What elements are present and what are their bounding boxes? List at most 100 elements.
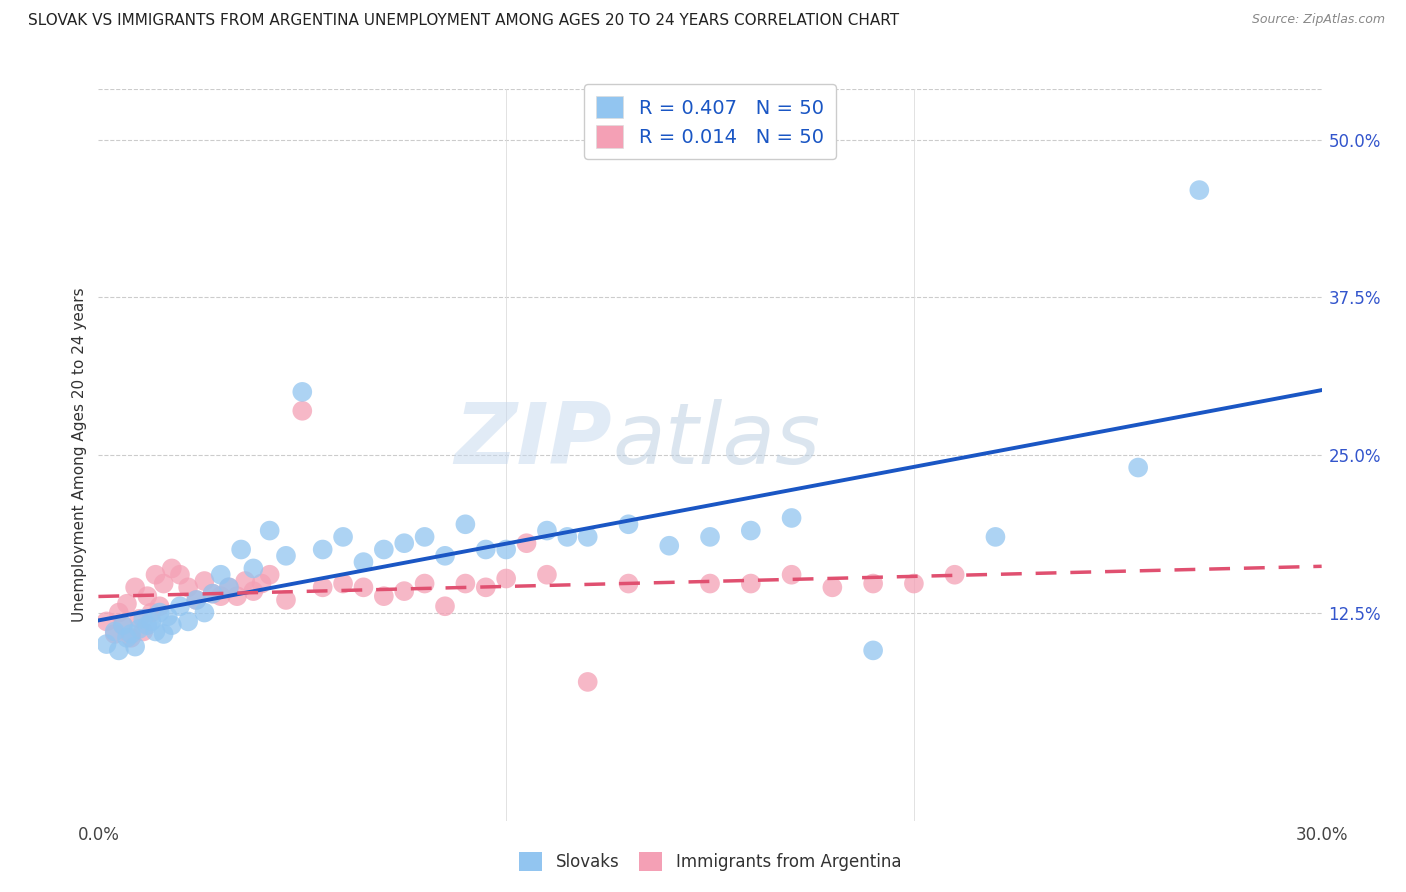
Point <box>274 549 297 563</box>
Point <box>780 567 803 582</box>
Point <box>617 517 640 532</box>
Point <box>312 542 335 557</box>
Point <box>250 576 273 591</box>
Point <box>209 589 232 603</box>
Point <box>149 599 172 614</box>
Legend: Slovaks, Immigrants from Argentina: Slovaks, Immigrants from Argentina <box>512 846 908 878</box>
Point <box>115 631 138 645</box>
Point <box>160 561 183 575</box>
Point <box>201 587 224 601</box>
Point <box>201 587 224 601</box>
Point <box>104 627 127 641</box>
Point <box>136 589 159 603</box>
Point <box>128 622 150 636</box>
Point <box>495 542 517 557</box>
Point <box>160 618 183 632</box>
Point <box>124 580 146 594</box>
Point <box>169 567 191 582</box>
Point <box>943 567 966 582</box>
Point <box>474 542 498 557</box>
Point <box>862 576 884 591</box>
Point <box>392 584 416 599</box>
Point <box>557 530 579 544</box>
Point <box>242 584 264 599</box>
Point <box>291 404 314 418</box>
Point <box>740 576 762 591</box>
Point <box>96 615 118 629</box>
Point <box>186 593 208 607</box>
Point <box>120 631 142 645</box>
Point <box>218 580 240 594</box>
Point <box>209 567 232 582</box>
Point <box>218 580 240 594</box>
Point <box>454 576 477 591</box>
Point <box>132 624 155 639</box>
Point <box>984 530 1007 544</box>
Point <box>177 580 200 594</box>
Point <box>352 555 374 569</box>
Y-axis label: Unemployment Among Ages 20 to 24 years: Unemployment Among Ages 20 to 24 years <box>72 287 87 623</box>
Text: Source: ZipAtlas.com: Source: ZipAtlas.com <box>1251 13 1385 27</box>
Point <box>413 530 436 544</box>
Point <box>141 615 163 629</box>
Point <box>434 549 457 563</box>
Point <box>145 624 167 639</box>
Point <box>128 612 150 626</box>
Point <box>576 530 599 544</box>
Point <box>392 536 416 550</box>
Point <box>108 606 131 620</box>
Point <box>242 561 264 575</box>
Point <box>373 589 395 603</box>
Point <box>231 542 253 557</box>
Point <box>96 637 118 651</box>
Point <box>821 580 844 594</box>
Point <box>332 576 354 591</box>
Point <box>699 576 721 591</box>
Point <box>226 589 249 603</box>
Point <box>124 640 146 654</box>
Point <box>474 580 498 594</box>
Point <box>780 511 803 525</box>
Point <box>312 580 335 594</box>
Point <box>193 606 215 620</box>
Point <box>740 524 762 538</box>
Point <box>186 593 208 607</box>
Point <box>495 572 517 586</box>
Point <box>120 627 142 641</box>
Text: ZIP: ZIP <box>454 399 612 482</box>
Point <box>576 674 599 689</box>
Text: SLOVAK VS IMMIGRANTS FROM ARGENTINA UNEMPLOYMENT AMONG AGES 20 TO 24 YEARS CORRE: SLOVAK VS IMMIGRANTS FROM ARGENTINA UNEM… <box>28 13 900 29</box>
Point <box>291 384 314 399</box>
Point <box>332 530 354 544</box>
Point <box>111 618 134 632</box>
Point <box>141 606 163 620</box>
Point <box>274 593 297 607</box>
Point <box>516 536 538 550</box>
Point <box>1188 183 1211 197</box>
Point <box>152 627 174 641</box>
Point <box>259 524 281 538</box>
Point <box>862 643 884 657</box>
Point <box>1128 460 1150 475</box>
Point <box>699 530 721 544</box>
Point <box>152 576 174 591</box>
Point <box>156 609 179 624</box>
Point <box>169 599 191 614</box>
Point <box>104 624 127 639</box>
Point <box>149 606 172 620</box>
Point <box>136 618 159 632</box>
Point <box>373 542 395 557</box>
Point <box>115 597 138 611</box>
Point <box>903 576 925 591</box>
Point <box>259 567 281 582</box>
Point <box>658 539 681 553</box>
Point <box>111 618 134 632</box>
Point <box>132 612 155 626</box>
Point <box>145 567 167 582</box>
Point <box>108 643 131 657</box>
Point <box>536 524 558 538</box>
Point <box>454 517 477 532</box>
Point <box>233 574 256 588</box>
Text: atlas: atlas <box>612 399 820 482</box>
Point <box>536 567 558 582</box>
